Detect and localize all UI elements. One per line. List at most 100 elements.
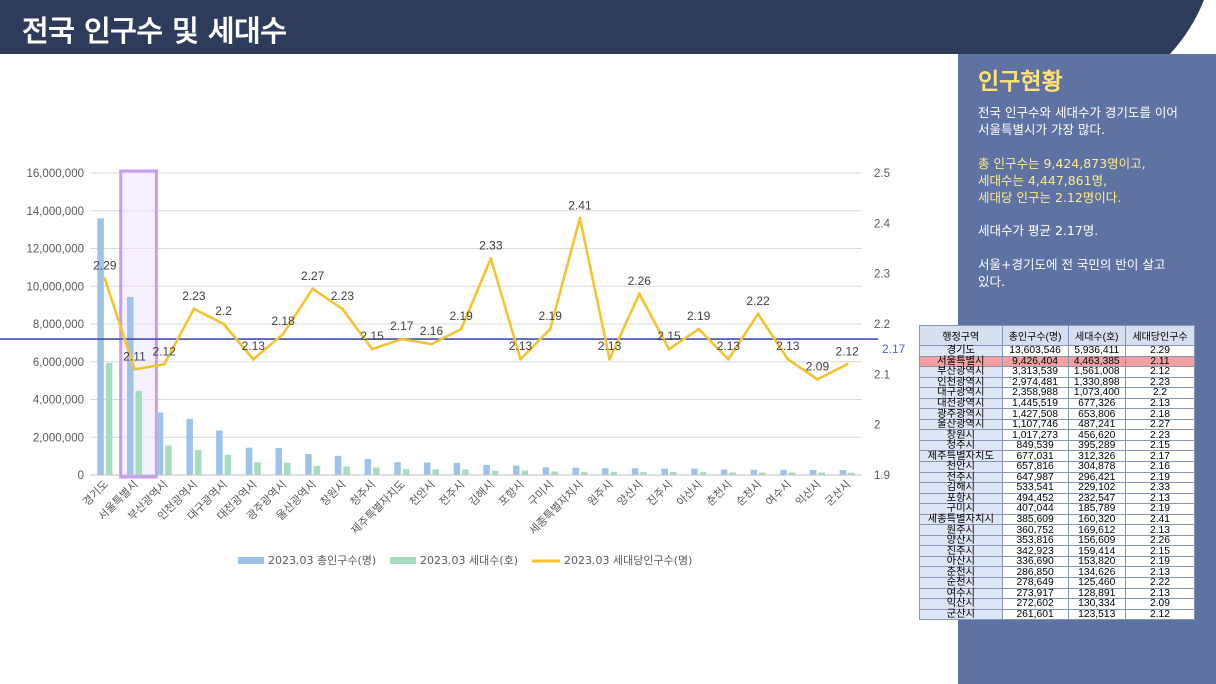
line-point	[459, 327, 463, 331]
table-row: 청주시 849,539 395,289 2.15	[919, 439, 1196, 452]
panel-line: 서울특별시가 가장 많다.	[978, 122, 1105, 137]
cell-region: 세종특별자치시	[919, 513, 1003, 526]
cell-households: 130,334	[1067, 598, 1126, 610]
table-row: 경기도 13,603,546 5,936,411 2.29	[919, 345, 1196, 357]
cell-per-household: 2.16	[1124, 461, 1196, 473]
cell-per-household: 2.13	[1124, 492, 1196, 505]
line-point	[815, 377, 819, 381]
cell-population: 677,031	[1001, 450, 1069, 462]
cell-region: 광주광역시	[919, 408, 1003, 420]
cell-per-household: 2.12	[1124, 608, 1196, 621]
cell-households: 456,620	[1067, 429, 1126, 441]
x-tick-label: 순천시	[733, 477, 764, 508]
bar-population	[483, 464, 490, 475]
y-right-tick-label: 2.4	[874, 218, 891, 230]
data-label: 2.13	[717, 339, 741, 353]
data-label: 2.13	[242, 339, 266, 353]
panel-line: 총 인구수는 9,424,873명이고,	[978, 156, 1146, 171]
bar-households	[551, 471, 558, 475]
cell-population: 849,539	[1001, 439, 1069, 452]
data-label: 2.23	[331, 289, 355, 303]
cell-households: 156,609	[1067, 534, 1126, 547]
cell-region: 청주시	[919, 439, 1003, 452]
bar-households	[580, 471, 588, 475]
cell-region: 익산시	[919, 598, 1003, 610]
bar-population	[156, 412, 164, 475]
header-per-household: 세대당인구수	[1124, 325, 1196, 346]
bar-households	[788, 472, 796, 475]
cell-population: 2,358,988	[1001, 387, 1069, 399]
table-row: 대구광역시 2,358,988 1,073,400 2.2	[919, 387, 1196, 399]
cell-households: 4,463,385	[1067, 355, 1126, 368]
table-row: 울산광역시 1,107,746 487,241 2.27	[919, 418, 1196, 431]
cell-population: 407,044	[1001, 503, 1069, 515]
table-row: 양산시 353,816 156,609 2.26	[919, 534, 1196, 547]
x-tick-label: 창원시	[318, 478, 349, 509]
line-point	[578, 216, 582, 220]
cell-region: 대전광역시	[919, 397, 1003, 410]
bar-households	[165, 445, 172, 475]
line-point	[697, 327, 701, 331]
x-tick-label: 전주시	[437, 478, 468, 509]
cell-per-household: 2.26	[1124, 534, 1196, 547]
cell-per-household: 2.13	[1124, 397, 1196, 410]
x-tick-label: 천안시	[406, 477, 437, 508]
table-row: 전주시 647,987 296,421 2.19	[919, 471, 1196, 484]
data-label: 2.26	[628, 274, 652, 288]
line-point	[786, 357, 790, 361]
cell-per-household: 2.19	[1124, 471, 1196, 484]
cell-population: 336,690	[1001, 555, 1069, 568]
cell-households: 296,421	[1067, 471, 1126, 484]
bar-households	[610, 471, 618, 475]
x-tick-label: 익산시	[793, 478, 824, 509]
cell-region: 춘천시	[919, 566, 1003, 579]
table-row: 원주시 360,752 169,612 2.13	[919, 524, 1196, 536]
legend-swatch-households	[390, 557, 416, 564]
bar-households	[640, 472, 647, 475]
cell-population: 1,107,746	[1001, 418, 1069, 431]
cell-population: 1,427,508	[1001, 408, 1069, 420]
cell-region: 울산광역시	[919, 418, 1003, 431]
population-table: 행정구역 총인구수(명) 세대수(호) 세대당인구수 경기도 13,603,546…	[919, 325, 1196, 621]
y-left-tick-label: 0	[78, 470, 84, 482]
bar-population	[97, 218, 104, 475]
cell-per-household: 2.11	[1124, 355, 1196, 368]
data-label: 2.12	[835, 344, 859, 358]
table-row: 인천광역시 2,974,481 1,330,898 2.23	[919, 376, 1196, 389]
panel-paragraph-4: 서울+경기도에 전 국민의 반이 살고 있다.	[978, 256, 1206, 290]
bar-households	[462, 469, 469, 475]
x-tick-label: 진주시	[644, 478, 675, 509]
bar-households	[759, 472, 766, 475]
data-label: 2.33	[479, 239, 503, 253]
legend-label-line: 2023.03 세대당인구수(명)	[564, 554, 692, 567]
bar-population	[245, 447, 253, 475]
cell-per-household: 2.33	[1124, 482, 1196, 494]
table-row: 포항시 494,452 232,547 2.13	[919, 492, 1196, 505]
cell-per-household: 2.15	[1124, 545, 1196, 557]
legend-swatch-population	[238, 557, 264, 564]
cell-population: 647,987	[1001, 471, 1069, 484]
line-point	[756, 312, 760, 316]
header-population: 총인구수(명)	[1001, 325, 1069, 346]
line-point	[548, 327, 552, 331]
table-row: 창원시 1,017,273 456,620 2.23	[919, 429, 1196, 441]
bar-households	[254, 462, 261, 475]
cell-households: 169,612	[1067, 524, 1126, 536]
table-row: 제주특별자치도 677,031 312,326 2.17	[919, 450, 1196, 462]
cell-per-household: 2.27	[1124, 418, 1196, 431]
cell-region: 대구광역시	[919, 387, 1003, 399]
panel-paragraph-2: 총 인구수는 9,424,873명이고, 세대수는 4,447,861명, 세대…	[978, 155, 1206, 206]
line-point	[519, 357, 523, 361]
cell-households: 487,241	[1067, 418, 1126, 431]
cell-region: 아산시	[919, 555, 1003, 568]
cell-per-household: 2.17	[1124, 450, 1196, 462]
panel-paragraph-3: 세대수가 평균 2.17명.	[978, 222, 1206, 239]
cell-per-household: 2.41	[1124, 513, 1196, 526]
y-left-tick-label: 12,000,000	[26, 244, 84, 256]
bar-population	[334, 455, 342, 475]
panel-line: 세대수는 4,447,861명,	[978, 173, 1108, 188]
header-background	[0, 0, 1204, 54]
x-tick-label: 포항시	[496, 478, 527, 509]
data-label: 2.11	[123, 349, 146, 363]
data-label: 2.18	[271, 314, 295, 328]
